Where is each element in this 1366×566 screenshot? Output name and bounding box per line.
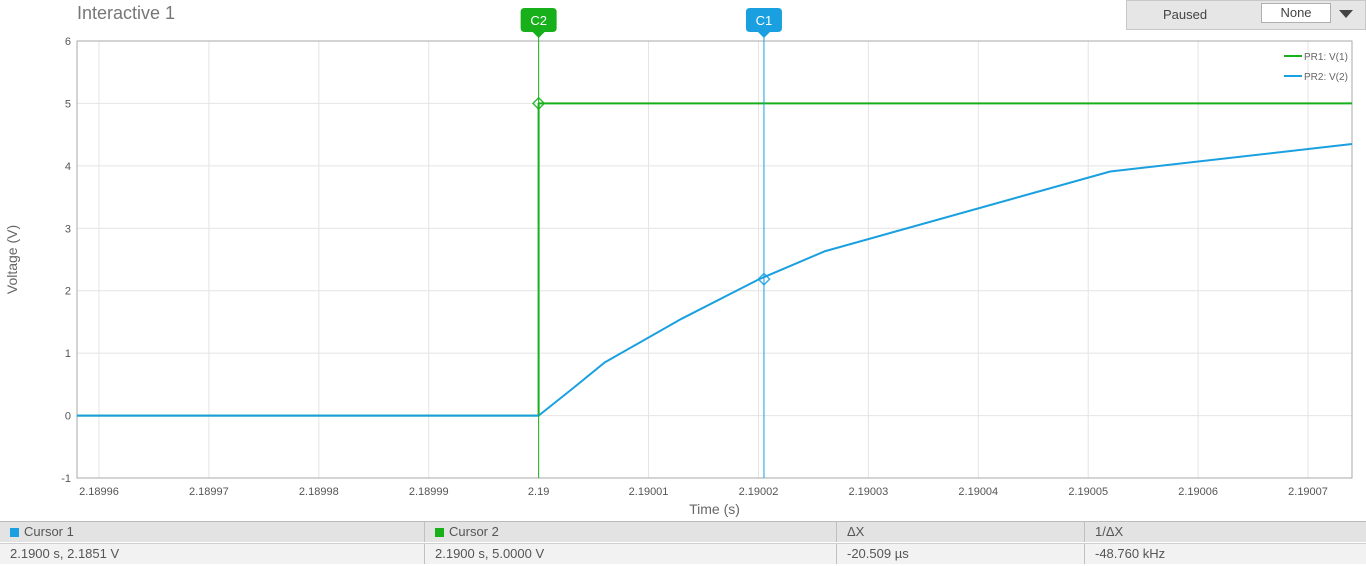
cursor-flag-label: C1 [756,13,773,28]
x-tick-label: 2.19001 [629,486,669,498]
legend-label: PR1: V(1) [1304,52,1348,63]
inverse-delta-x-header: 1/ΔX [1084,522,1366,542]
y-axis-title: Voltage (V) [4,225,20,294]
cursor-flag-c2 [520,8,557,38]
chevron-down-icon[interactable] [1339,10,1353,18]
y-tick-label: 1 [65,348,71,360]
y-tick-label: 6 [65,36,71,48]
legend-label: PR2: V(2) [1304,72,1348,83]
cursor2-swatch [435,528,444,537]
cursor-readout-table: Cursor 1 Cursor 2 ΔX 1/ΔX 2.1900 s, 2.18… [0,521,1366,566]
x-tick-label: 2.19005 [1068,486,1108,498]
series-line-2 [77,143,1353,417]
readout-header-row: Cursor 1 Cursor 2 ΔX 1/ΔX [0,522,1366,542]
delta-x-value: -20.509 µs [836,544,1084,564]
cursor1-swatch [10,528,19,537]
delta-x-header: ΔX [836,522,1084,542]
y-tick-label: -1 [61,473,71,485]
x-tick-label: 2.19004 [958,486,998,498]
y-tick-label: 4 [65,161,71,173]
series-line-1 [77,102,1352,417]
voltage-time-chart[interactable]: -1 0 1 2 3 4 5 6 2.18996 2.18997 2.18998 2.18999 2.1… [0,0,1366,520]
cursor2-value: 2.1900 s, 5.0000 V [424,544,836,564]
x-axis-title: Time (s) [689,501,740,517]
y-tick-label: 2 [65,286,71,298]
cursor1-value: 2.1900 s, 2.1851 V [10,546,120,561]
trigger-select[interactable]: None [1261,3,1331,23]
cursor2-header-label: Cursor 2 [449,524,499,539]
x-tick-label: 2.19006 [1178,486,1218,498]
inverse-delta-x-value: -48.760 kHz [1084,544,1366,564]
cursor1-header: Cursor 1 [0,522,424,542]
cursor-flag-c1 [745,8,782,38]
x-tick-label: 2.18998 [299,486,339,498]
x-tick-label: 2.19007 [1288,486,1328,498]
cursor-flag-label: C2 [530,13,547,28]
x-tick-label: 2.19002 [739,486,779,498]
cursor2-header: Cursor 2 [424,522,836,542]
x-tick-label: 2.18996 [79,486,119,498]
x-tick-label: 2.18997 [189,486,229,498]
x-tick-label: 2.19003 [848,486,888,498]
cursor-intersection-marker [531,96,546,111]
y-tick-label: 0 [65,411,71,423]
window-title: Interactive 1 [77,3,176,23]
plot-area-frame [76,40,1353,479]
readout-value-row: 2.1900 s, 2.1851 V 2.1900 s, 5.0000 V -2… [0,543,1366,564]
x-tick-label: 2.18999 [409,486,449,498]
cursor1-header-label: Cursor 1 [24,524,74,539]
cursor-intersection-marker [757,272,771,286]
x-tick-label: 2.19 [528,486,549,498]
y-tick-label: 3 [65,223,71,235]
run-status-label: Paused [1163,7,1208,22]
y-tick-label: 5 [65,98,71,110]
